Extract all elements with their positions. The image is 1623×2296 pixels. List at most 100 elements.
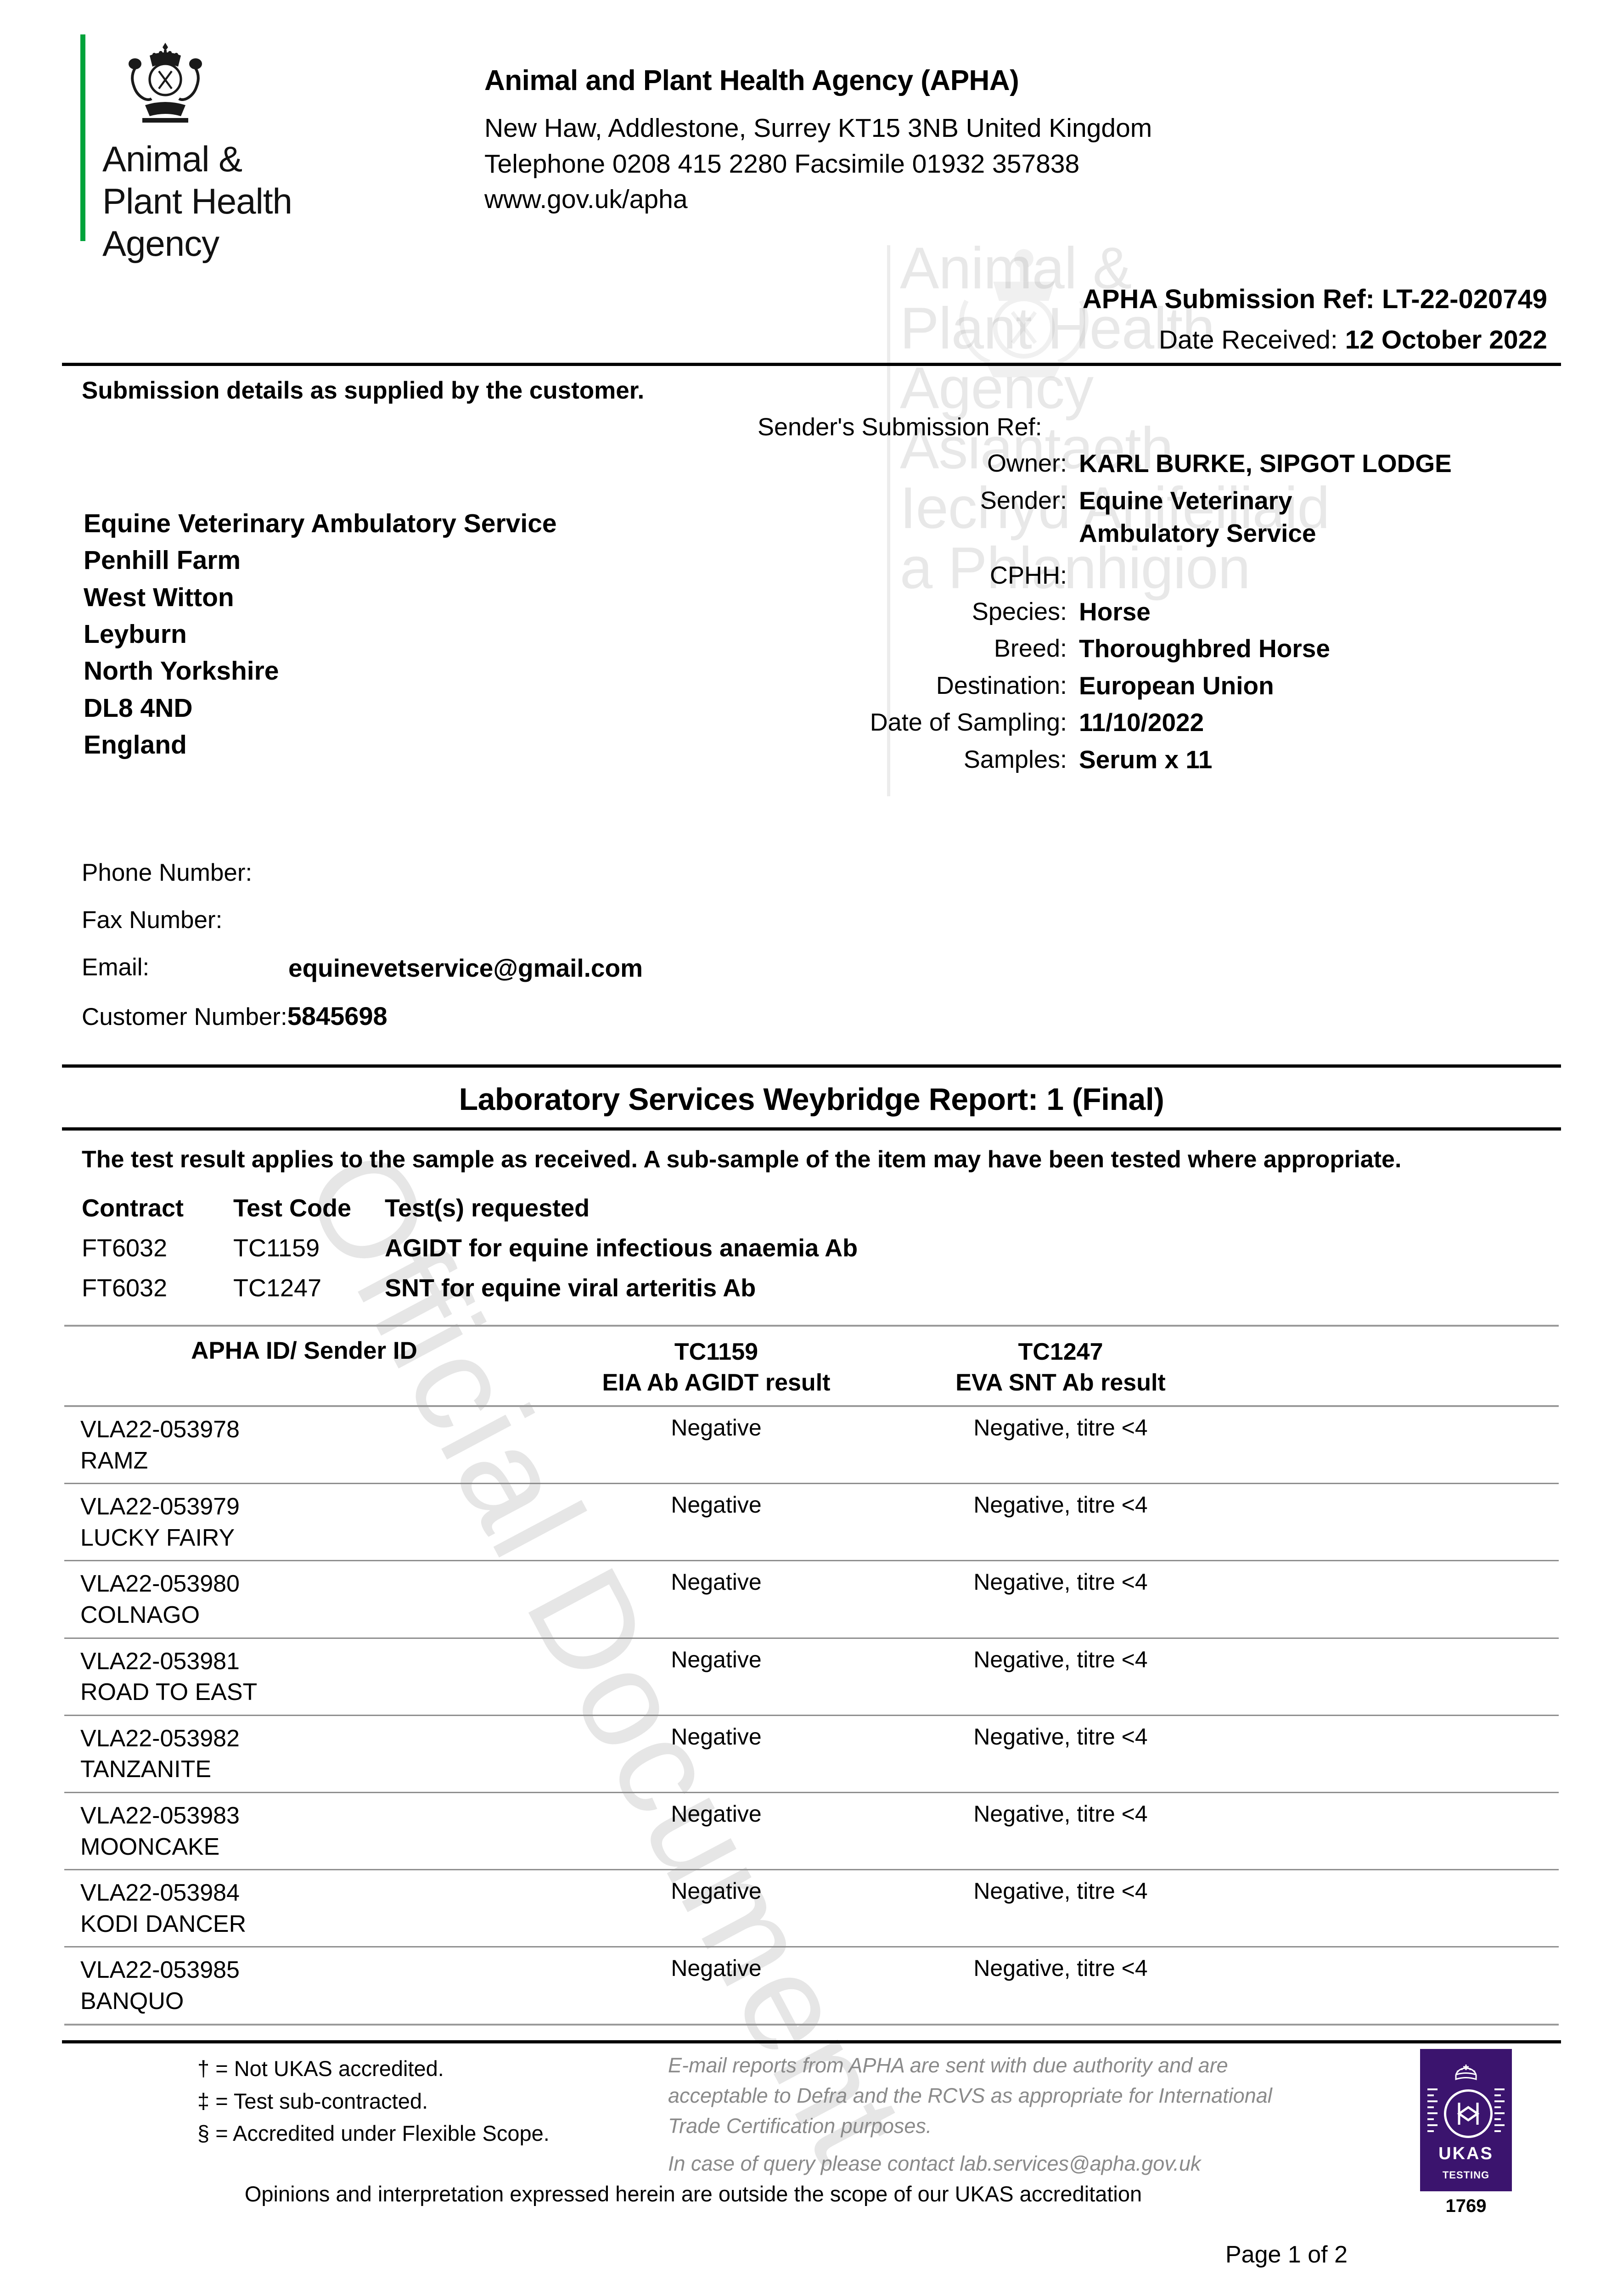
results-table: APHA ID/ Sender ID TC1159 EIA Ab AGIDT r…	[64, 1325, 1559, 2026]
ukas-logo-box: UKAS TESTING	[1420, 2049, 1512, 2191]
sample-id-cell: VLA22-053981 ROAD TO EAST	[64, 1646, 544, 1708]
sample-id-cell: VLA22-053985 BANQUO	[64, 1955, 544, 2017]
footer-legend: † = Not UKAS accredited. ‡ = Test sub-co…	[197, 2053, 550, 2150]
species-label: Species:	[972, 597, 1067, 625]
customer-number-label: Customer Number:	[82, 1003, 287, 1030]
apha-id: VLA22-053979	[80, 1493, 240, 1520]
row-separator	[64, 1714, 1559, 1716]
result-col1-cell: Negative	[671, 1723, 762, 1750]
sender-id: RAMZ	[80, 1447, 148, 1474]
result-col2-cell: Negative, titre <4	[973, 1801, 1148, 1827]
email-value[interactable]: equinevetservice@gmail.com	[288, 954, 643, 982]
result-col1-cell: Negative	[671, 1955, 762, 1981]
row-separator	[64, 1483, 1559, 1485]
divider-below-report-title	[62, 1127, 1561, 1131]
tests-header-row: Contract Test Code Test(s) requested	[82, 1194, 858, 1222]
footer-note-para1: E-mail reports from APHA are sent with d…	[668, 2054, 1272, 2138]
report-note: The test result applies to the sample as…	[82, 1146, 1402, 1173]
apha-id: VLA22-053978	[80, 1416, 240, 1443]
result-col2-cell: Negative, titre <4	[973, 1723, 1148, 1750]
address-line: Leyburn	[84, 619, 187, 649]
detail-row-sender: Sender: Equine Veterinary Ambulatory Ser…	[758, 484, 1566, 550]
submission-ref-block: APHA Submission Ref: LT-22-020749 Date R…	[0, 284, 1547, 355]
footer-opinions-note: Opinions and interpretation expressed he…	[244, 2182, 1142, 2206]
address-line: North Yorkshire	[84, 656, 279, 686]
sender-id: KODI DANCER	[80, 1910, 247, 1937]
ukas-accreditation-number: 1769	[1445, 2196, 1487, 2216]
destination-label: Destination:	[936, 671, 1067, 699]
phone-number-label: Phone Number:	[82, 859, 253, 886]
test-name-value: SNT for equine viral arteritis Ab	[385, 1274, 756, 1302]
sample-id-cell: VLA22-053979 LUCKY FAIRY	[64, 1491, 544, 1553]
result-col1-cell: Negative	[671, 1492, 762, 1518]
owner-label: Owner:	[987, 450, 1067, 478]
address-line: DL8 4ND	[84, 693, 193, 723]
table-row: VLA22-053985 BANQUO Negative Negative, t…	[64, 1947, 1559, 2023]
address-line: West Witton	[84, 582, 234, 612]
apha-submission-ref-label: APHA Submission Ref:	[1082, 284, 1375, 314]
result-col1-cell: Negative	[671, 1415, 762, 1441]
contact-row-fax: Fax Number:	[82, 906, 816, 934]
results-header-rule	[64, 1405, 1559, 1407]
owner-value: KARL BURKE, SIPGOT LODGE	[1079, 449, 1452, 478]
apha-submission-ref-value: LT-22-020749	[1382, 284, 1547, 314]
sender-id: COLNAGO	[80, 1602, 200, 1629]
test-code-value: TC1159	[233, 1234, 320, 1262]
divider-under-submission-ref	[62, 363, 1561, 366]
result-col2-cell: Negative, titre <4	[973, 1878, 1148, 1904]
tests-row: FT6032 TC1247 SNT for equine viral arter…	[82, 1274, 858, 1302]
sender-id: ROAD TO EAST	[80, 1679, 258, 1706]
report-title: Laboratory Services Weybridge Report: 1 …	[459, 1082, 1164, 1117]
apha-id: VLA22-053981	[80, 1648, 240, 1675]
logo-line: Plant Health	[102, 181, 292, 222]
table-row: VLA22-053983 MOONCAKE Negative Negative,…	[64, 1793, 1559, 1869]
fax-number-label: Fax Number:	[82, 906, 223, 934]
address-line: Penhill Farm	[84, 546, 241, 575]
contact-row-phone: Phone Number:	[82, 859, 816, 887]
contact-details-block: Phone Number: Fax Number: Email: equinev…	[82, 859, 816, 1002]
agency-address: New Haw, Addlestone, Surrey KT15 3NB Uni…	[484, 113, 1152, 143]
divider-above-report-title	[62, 1064, 1561, 1068]
apha-submission-ref: APHA Submission Ref: LT-22-020749	[0, 284, 1547, 315]
address-line: England	[84, 730, 187, 760]
sender-id: MOONCAKE	[80, 1833, 220, 1860]
logo-line: Animal &	[102, 139, 242, 179]
date-of-sampling-value: 11/10/2022	[1079, 708, 1204, 737]
detail-row-destination: Destination: European Union	[758, 670, 1566, 703]
contract-value: FT6032	[82, 1274, 168, 1302]
result-col2-cell: Negative, titre <4	[973, 1955, 1148, 1981]
results-col1-code: TC1159	[674, 1339, 758, 1365]
page-header: Animal & Plant Health Agency Animal and …	[0, 0, 1623, 276]
results-col1-header: TC1159 EIA Ab AGIDT result	[544, 1337, 888, 1398]
watermark-line: Agency	[900, 355, 1094, 422]
results-bottom-rule	[64, 2023, 1559, 2026]
apha-id: VLA22-053985	[80, 1957, 240, 1984]
ukas-emblem-circle	[1444, 2089, 1493, 2138]
result-col1-cell: Negative	[671, 1878, 762, 1904]
sample-id-cell: VLA22-053982 TANZANITE	[64, 1723, 544, 1785]
table-row: VLA22-053978 RAMZ Negative Negative, tit…	[64, 1407, 1559, 1483]
results-col2-name: EVA SNT Ab result	[955, 1369, 1166, 1396]
detail-row-cphh: CPHH:	[758, 559, 1566, 591]
sender-id: BANQUO	[80, 1988, 184, 2015]
results-top-rule	[64, 1325, 1559, 1327]
results-id-header: APHA ID/ Sender ID	[191, 1337, 417, 1364]
detail-row-breed: Breed: Thoroughbred Horse	[758, 632, 1566, 665]
agency-website[interactable]: www.gov.uk/apha	[484, 185, 688, 214]
table-row: VLA22-053980 COLNAGO Negative Negative, …	[64, 1561, 1559, 1637]
contract-value: FT6032	[82, 1234, 168, 1262]
samples-value: Serum x 11	[1079, 745, 1213, 774]
customer-number-value: 5845698	[287, 1002, 387, 1030]
table-row: VLA22-053979 LUCKY FAIRY Negative Negati…	[64, 1484, 1559, 1560]
table-row: VLA22-053984 KODI DANCER Negative Negati…	[64, 1870, 1559, 1946]
crown-icon	[1455, 2065, 1477, 2081]
results-col1-name: EIA Ab AGIDT result	[602, 1369, 831, 1396]
row-separator	[64, 1946, 1559, 1948]
row-separator	[64, 1637, 1559, 1639]
apha-id: VLA22-053982	[80, 1725, 240, 1752]
date-of-sampling-label: Date of Sampling:	[870, 709, 1067, 737]
legend-sub-contracted: ‡ = Test sub-contracted.	[197, 2088, 428, 2113]
agency-contact-block: Animal and Plant Health Agency (APHA) Ne…	[484, 64, 1152, 218]
senders-submission-ref-label: Sender's Submission Ref:	[758, 413, 1042, 441]
detail-row-samples: Samples: Serum x 11	[758, 743, 1566, 777]
